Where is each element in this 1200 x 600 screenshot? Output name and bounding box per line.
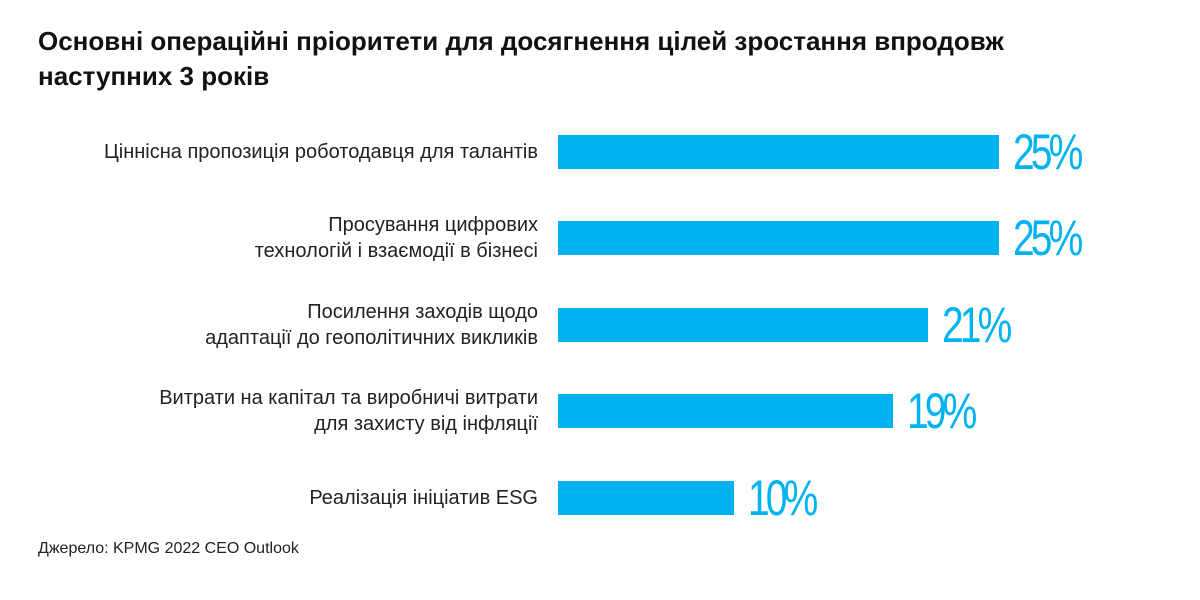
category-label-line: Просування цифрових <box>328 214 538 236</box>
bar <box>558 394 894 428</box>
category-label-line: технологій і взаємодії в бізнесі <box>254 240 538 262</box>
category-label-line: Реалізація ініціатив ESG <box>309 487 538 509</box>
source-note: Джерело: KPMG 2022 CEO Outlook <box>38 540 299 557</box>
bar <box>558 135 999 169</box>
chart-title: Основні операційні пріоритети для досягн… <box>38 24 1158 94</box>
value-label: 10% <box>748 470 818 526</box>
category-label: Посилення заходів щодо адаптації до геопо… <box>205 299 538 351</box>
bar <box>558 308 929 342</box>
category-label-line: Ціннісна пропозиція роботодавця для тала… <box>103 141 538 163</box>
chart-title-line-2: наступних 3 років <box>38 61 270 91</box>
category-label: Реалізація ініціатив ESG <box>309 485 538 511</box>
category-label: Витрати на капітал та виробничі витрати д… <box>159 385 538 437</box>
chart-title-line-1: Основні операційні пріоритети для досягн… <box>38 26 1004 56</box>
value-label: 25% <box>1013 124 1083 180</box>
value-label: 19% <box>907 383 977 439</box>
value-label: 21% <box>942 297 1012 353</box>
category-label: Ціннісна пропозиція роботодавця для тала… <box>104 139 538 165</box>
bar <box>558 481 735 515</box>
bar <box>558 221 999 255</box>
value-label: 25% <box>1013 210 1083 266</box>
category-label-line: Посилення заходів щодо <box>307 301 538 323</box>
category-label-line: Витрати на капітал та виробничі витрати <box>159 387 538 409</box>
category-label-line: адаптації до геополітичних викликів <box>205 327 538 349</box>
category-label-line: для захисту від інфляції <box>314 413 538 435</box>
category-label: Просування цифрових технологій і взаємоді… <box>255 212 538 264</box>
